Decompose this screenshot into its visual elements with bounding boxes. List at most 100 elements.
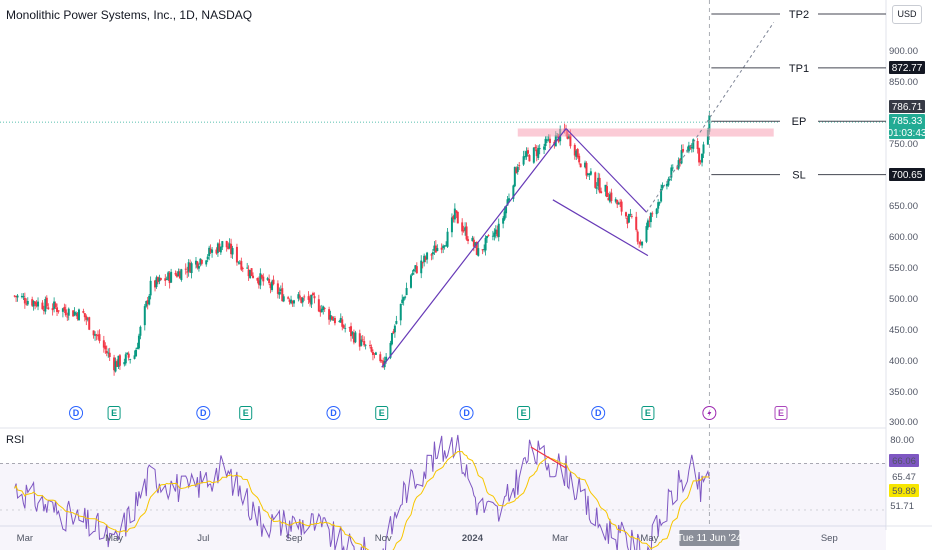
- candle-302: [630, 216, 633, 217]
- candle-143: [307, 296, 310, 300]
- candle-337: [702, 144, 705, 154]
- candle-257: [538, 148, 541, 150]
- candle-307: [641, 241, 644, 246]
- currency-button[interactable]: USD: [892, 5, 922, 24]
- candle-119: [257, 280, 260, 285]
- price-tick-7: 450.00: [889, 325, 918, 336]
- candle-191: [404, 296, 407, 298]
- candle-49: [114, 361, 117, 372]
- dividend-icon-2: [196, 406, 211, 420]
- candle-115: [249, 270, 252, 278]
- earnings-icon-label-1: E: [111, 408, 117, 418]
- candle-275: [576, 149, 579, 158]
- price-tick-8: 400.00: [889, 356, 918, 367]
- dividend-icon-label-4: D: [330, 408, 337, 418]
- candle-242: [507, 198, 510, 201]
- candle-244: [513, 167, 516, 187]
- candle-327: [682, 149, 685, 152]
- dividend-icon-label-6: D: [463, 408, 470, 418]
- candle-308: [645, 226, 648, 242]
- candle-236: [496, 229, 499, 236]
- candle-199: [421, 262, 424, 264]
- candle-164: [350, 326, 353, 337]
- price-tag-3: 872.77: [892, 63, 923, 74]
- price-tick-3: 650.00: [889, 201, 918, 212]
- candle-182: [385, 356, 388, 361]
- candle-89: [196, 261, 199, 268]
- candle-59: [135, 349, 138, 357]
- candle-83: [184, 268, 187, 270]
- earnings-icon-3: [239, 406, 253, 420]
- dividend-icon-label-8: D: [595, 408, 602, 418]
- candle-298: [624, 212, 627, 217]
- candle-190: [402, 297, 405, 301]
- candle-6: [25, 303, 28, 305]
- candle-251: [526, 150, 529, 154]
- rsi-line: [14, 434, 710, 550]
- candle-321: [670, 167, 673, 178]
- candle-65: [146, 300, 149, 304]
- candle-237: [497, 223, 500, 238]
- candle-301: [629, 214, 632, 216]
- candle-281: [588, 173, 591, 176]
- candle-116: [250, 268, 253, 276]
- candle-226: [475, 241, 478, 255]
- candle-68: [154, 280, 157, 288]
- candle-336: [701, 153, 704, 163]
- candle-229: [483, 248, 486, 250]
- candle-153: [328, 309, 331, 320]
- rsi-tick-1: 51.71: [890, 501, 914, 512]
- candle-326: [680, 150, 683, 164]
- candle-223: [471, 237, 474, 242]
- candle-335: [699, 160, 702, 162]
- candle-92: [200, 260, 203, 264]
- price-tag-bg-3: [889, 61, 925, 74]
- candle-135: [290, 299, 293, 304]
- candle-264: [554, 135, 557, 147]
- candle-272: [569, 134, 572, 147]
- candle-306: [639, 241, 642, 245]
- dividend-icon-8: [591, 406, 606, 420]
- candle-151: [322, 306, 325, 310]
- time-tick-8: Sep: [821, 533, 838, 544]
- rsi-band: [0, 463, 886, 550]
- earnings-icon-label-3: E: [243, 408, 249, 418]
- candle-304: [636, 231, 639, 242]
- candle-57: [129, 359, 132, 360]
- candle-292: [610, 192, 613, 201]
- time-tick-2: Jul: [197, 533, 209, 544]
- candle-213: [450, 217, 453, 233]
- candle-86: [189, 262, 192, 273]
- candle-283: [594, 172, 597, 188]
- candle-185: [392, 331, 395, 334]
- candle-118: [256, 278, 259, 281]
- candle-250: [525, 151, 528, 157]
- candle-201: [424, 256, 427, 260]
- earnings-icon-7: [517, 406, 531, 420]
- level-label-bg-sl: [780, 166, 818, 183]
- rsi-tag-2: 59.89: [892, 486, 916, 497]
- candle-322: [671, 167, 674, 169]
- level-label-ep: EP: [792, 116, 807, 128]
- candle-316: [660, 188, 663, 202]
- candle-126: [271, 281, 274, 290]
- candle-240: [505, 206, 508, 214]
- candle-338: [706, 129, 709, 145]
- candle-221: [465, 226, 468, 240]
- candle-38: [92, 330, 95, 336]
- candle-330: [689, 146, 692, 149]
- candle-85: [187, 262, 190, 272]
- candle-130: [279, 289, 282, 292]
- price-tag-bg-1: [889, 114, 925, 127]
- level-label-tp2: TP2: [789, 9, 809, 21]
- candle-154: [329, 315, 332, 320]
- candle-100: [218, 243, 221, 252]
- candle-131: [281, 288, 284, 302]
- candle-286: [598, 177, 601, 193]
- candle-148: [317, 299, 320, 312]
- candles-group: [13, 110, 711, 376]
- candle-234: [493, 232, 496, 237]
- price-tick-1: 850.00: [889, 77, 918, 88]
- candle-274: [575, 150, 578, 157]
